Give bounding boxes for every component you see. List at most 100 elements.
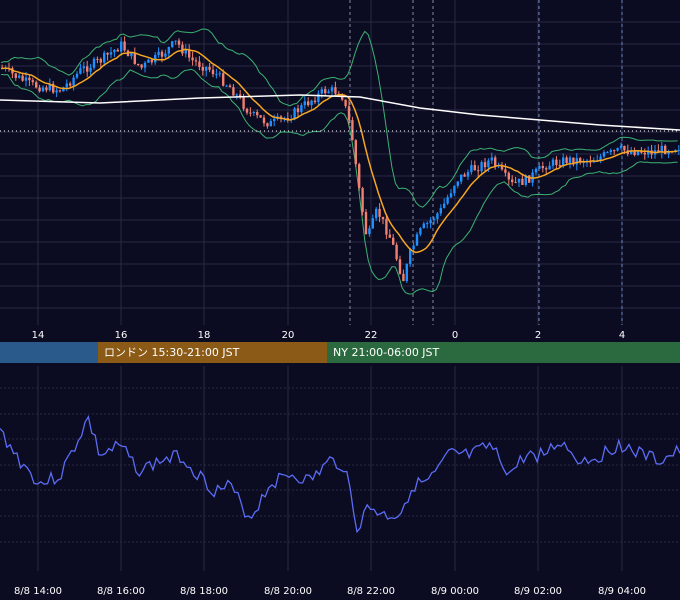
- time-tick-label: 20: [282, 330, 295, 341]
- candle-body: [296, 108, 300, 113]
- candle-body: [358, 164, 361, 189]
- candle-body: [82, 66, 85, 69]
- candle-body: [341, 95, 344, 100]
- candle-body: [266, 123, 269, 127]
- candle-body: [551, 159, 555, 166]
- candle-body: [415, 234, 419, 246]
- candle-body: [347, 106, 351, 121]
- candle-body: [123, 41, 126, 51]
- candle-body: [392, 237, 395, 245]
- candle-body: [201, 66, 204, 71]
- candle-body: [174, 40, 177, 42]
- candle-body: [572, 157, 575, 165]
- candle-body: [432, 218, 436, 221]
- candle-body: [188, 49, 191, 58]
- candle-body: [429, 220, 432, 224]
- candle-body: [259, 115, 262, 118]
- candle-body: [375, 208, 378, 219]
- candle-body: [307, 101, 310, 106]
- candle-body: [45, 87, 48, 91]
- candle-body: [143, 62, 147, 68]
- candle-body: [14, 73, 17, 78]
- time-tick-label: 22: [365, 330, 378, 341]
- candle-body: [422, 223, 425, 229]
- candle-body: [487, 160, 490, 168]
- candle-body: [181, 44, 184, 54]
- candle-body: [517, 178, 521, 183]
- candle-body: [235, 94, 238, 96]
- candle-body: [130, 52, 133, 57]
- candle-body: [466, 172, 470, 177]
- candle-body: [245, 108, 249, 113]
- candle-body: [92, 58, 96, 68]
- candle-body: [602, 152, 606, 157]
- long-moving-average: [0, 94, 680, 131]
- candle-body: [330, 87, 334, 92]
- candle-body: [616, 147, 619, 151]
- candle-body: [664, 145, 667, 155]
- bollinger-bands: [0, 28, 678, 295]
- oscillator-chart[interactable]: 8/8 14:00 8/8 16:00 8/8 18:00 8/8 20:00 …: [0, 366, 680, 600]
- candle-body: [402, 273, 405, 282]
- candlestick-series: [1, 36, 680, 284]
- candle-body: [150, 59, 153, 63]
- candle-body: [109, 52, 113, 55]
- price-grid: [0, 0, 680, 325]
- candle-body: [405, 263, 408, 282]
- oscillator-grid: [0, 366, 680, 571]
- candle-body: [273, 118, 276, 122]
- candle-body: [252, 112, 255, 114]
- candle-body: [313, 100, 317, 103]
- candle-body: [609, 150, 612, 153]
- date-tick-label: 8/9 02:00: [514, 586, 562, 597]
- candle-body: [381, 216, 385, 220]
- candle-body: [327, 91, 330, 94]
- candle-body: [483, 162, 487, 168]
- candle-body: [41, 87, 45, 92]
- candle-body: [269, 121, 272, 127]
- candle-body: [439, 207, 442, 214]
- candle-body: [524, 175, 527, 185]
- candle-body: [385, 219, 388, 235]
- candle-body: [528, 175, 531, 183]
- candle-body: [58, 90, 62, 92]
- time-axis: [0, 325, 680, 342]
- candle-body: [194, 60, 198, 62]
- candle-body: [317, 93, 320, 103]
- candle-body: [667, 151, 670, 155]
- candle-body: [62, 87, 65, 92]
- time-tick-label: 18: [198, 330, 211, 341]
- candle-body: [354, 140, 357, 165]
- candle-body: [262, 117, 266, 124]
- candle-body: [21, 75, 24, 81]
- candle-body: [500, 165, 504, 170]
- candle-body: [395, 244, 398, 260]
- candle-body: [470, 165, 473, 173]
- candle-body: [208, 66, 211, 70]
- candle-body: [177, 40, 181, 45]
- oscillator-time-ticks: 8/8 14:00 8/8 16:00 8/8 18:00 8/8 20:00 …: [14, 586, 646, 597]
- candle-body: [419, 228, 422, 235]
- candle-body: [643, 152, 646, 155]
- candle-body: [184, 49, 187, 54]
- candle-body: [137, 63, 140, 65]
- candle-body: [647, 150, 650, 155]
- candle-body: [344, 99, 347, 107]
- candle-body: [310, 100, 313, 106]
- date-tick-label: 8/8 22:00: [347, 586, 395, 597]
- time-tick-label: 4: [619, 330, 625, 341]
- candle-body: [361, 188, 364, 212]
- main-price-chart[interactable]: 14 16 18 20 22 0 2 4: [0, 0, 680, 342]
- candle-body: [31, 80, 34, 83]
- candle-body: [555, 159, 558, 166]
- candle-body: [79, 68, 82, 74]
- candle-body: [562, 157, 565, 167]
- candle-body: [677, 149, 680, 151]
- candle-body: [456, 181, 459, 186]
- candle-body: [103, 52, 106, 63]
- time-tick-label: 2: [535, 330, 541, 341]
- candle-body: [120, 41, 123, 52]
- candle-body: [86, 66, 89, 72]
- candle-body: [18, 75, 21, 78]
- candle-body: [38, 87, 41, 92]
